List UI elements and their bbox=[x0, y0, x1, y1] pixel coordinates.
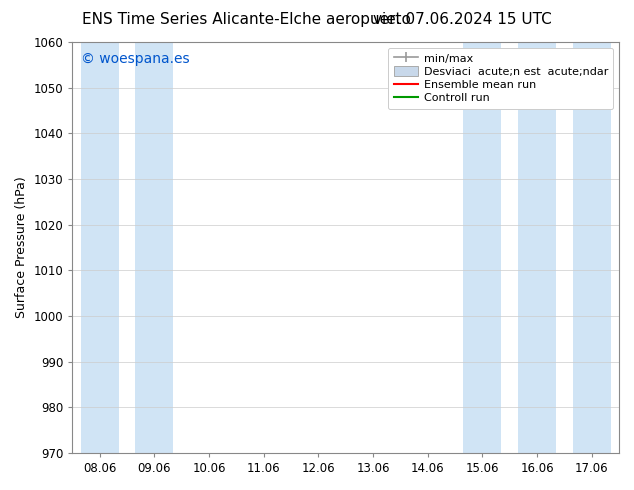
Legend: min/max, Desviaci  acute;n est  acute;ndar, Ensemble mean run, Controll run: min/max, Desviaci acute;n est acute;ndar… bbox=[388, 48, 614, 109]
Bar bbox=[518, 42, 556, 453]
Bar bbox=[573, 42, 611, 453]
Text: vie. 07.06.2024 15 UTC: vie. 07.06.2024 15 UTC bbox=[373, 12, 552, 27]
Bar bbox=[463, 42, 501, 453]
Text: ENS Time Series Alicante-Elche aeropuerto: ENS Time Series Alicante-Elche aeropuert… bbox=[82, 12, 411, 27]
Bar bbox=[81, 42, 119, 453]
Y-axis label: Surface Pressure (hPa): Surface Pressure (hPa) bbox=[15, 176, 28, 318]
Bar bbox=[135, 42, 174, 453]
Text: © woespana.es: © woespana.es bbox=[81, 52, 189, 66]
